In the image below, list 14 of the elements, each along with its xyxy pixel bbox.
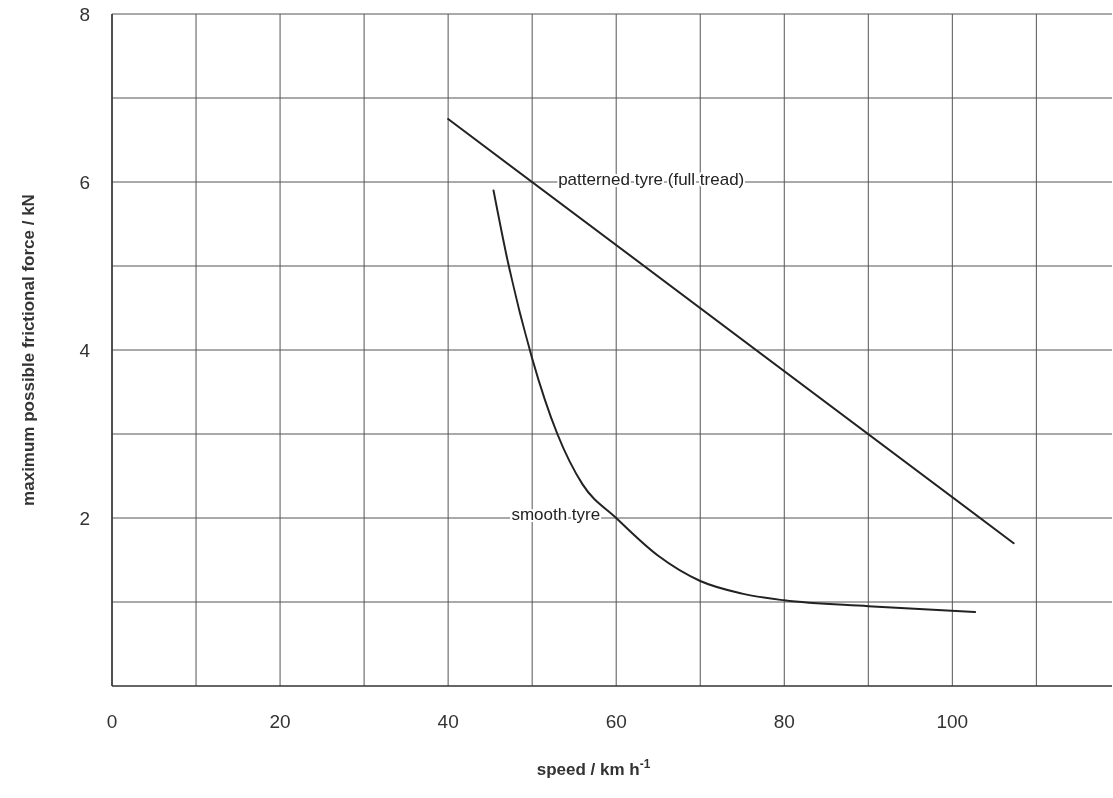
line-series: [492, 189, 977, 614]
y-tick-label: 2: [79, 508, 90, 529]
x-tick-label: 20: [269, 711, 291, 732]
y-tick-label: 8: [79, 4, 90, 25]
y-axis-title: maximum possible frictional force / kN: [19, 194, 38, 506]
x-tick-label: 0: [106, 711, 118, 732]
x-tick-label: 40: [437, 711, 459, 732]
x-axis-title: speed / km h$^{-1}$: [536, 757, 651, 779]
y-tick-label: 4: [79, 340, 91, 361]
series-label: smooth tyre: [511, 505, 601, 524]
y-tick-label: 6: [79, 172, 90, 193]
x-tick-label: 100: [936, 711, 969, 732]
x-tick-label: 60: [605, 711, 627, 732]
x-tick-label: 80: [773, 711, 795, 732]
